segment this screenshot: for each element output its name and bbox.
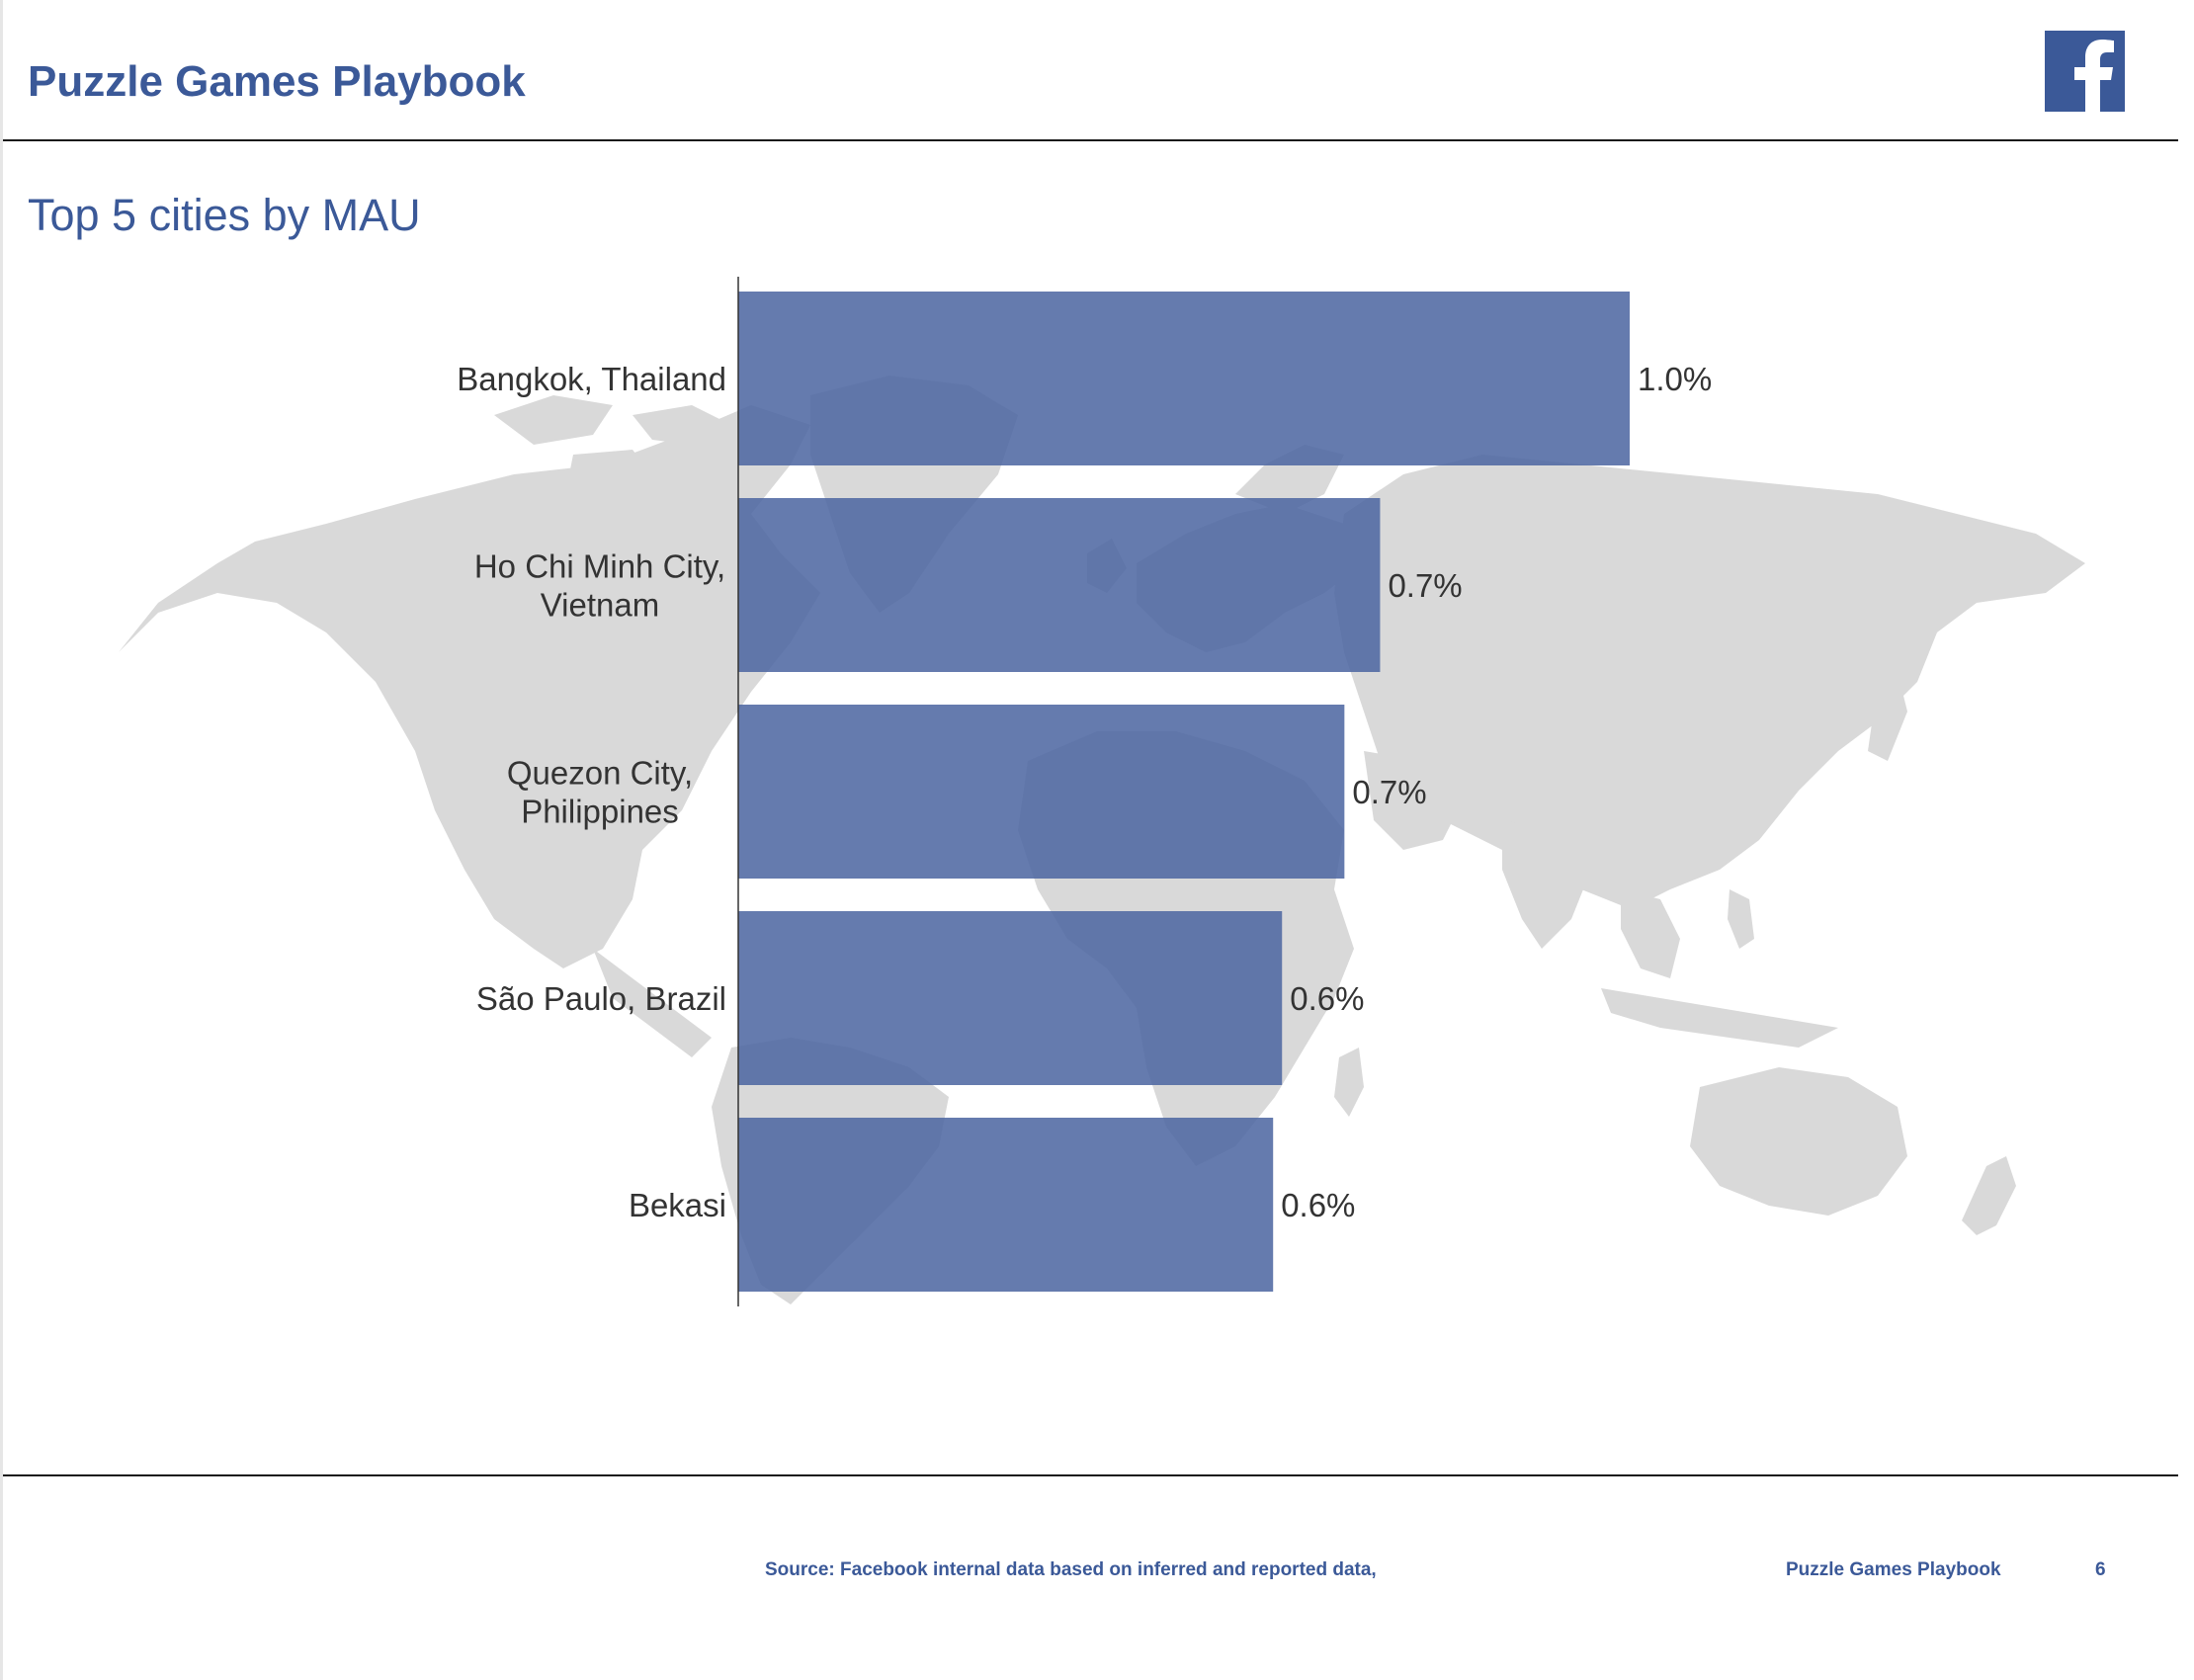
bar-4 xyxy=(738,911,1283,1085)
page-title: Puzzle Games Playbook xyxy=(28,57,526,106)
data-labels: 1.0% 0.7% 0.7% 0.6% 0.6% xyxy=(1281,361,1712,1223)
chart-title: Top 5 cities by MAU xyxy=(28,190,421,240)
bar-1 xyxy=(738,292,1630,465)
page-number: 6 xyxy=(2095,1559,2106,1580)
bar-2 xyxy=(738,498,1381,672)
category-label-1: Bangkok, Thailand xyxy=(457,361,726,397)
category-label-3: Quezon City, Philippines xyxy=(507,755,693,830)
bar-5 xyxy=(738,1118,1274,1292)
facebook-logo-icon xyxy=(2045,31,2125,112)
data-label-5: 0.6% xyxy=(1281,1187,1355,1223)
data-label-1: 1.0% xyxy=(1638,361,1712,397)
category-label-2: Ho Chi Minh City, Vietnam xyxy=(474,548,725,624)
bar-3 xyxy=(738,705,1345,879)
source-note: Source: Facebook internal data based on … xyxy=(765,1559,1377,1580)
data-label-3: 0.7% xyxy=(1352,774,1426,810)
data-label-4: 0.6% xyxy=(1290,980,1364,1017)
footer-divider xyxy=(3,1474,2178,1476)
header-divider xyxy=(3,139,2178,141)
category-labels: Bangkok, Thailand Ho Chi Minh City, Vietna… xyxy=(457,361,726,1223)
slide-edge xyxy=(0,0,3,1680)
category-label-5: Bekasi xyxy=(629,1187,726,1223)
data-label-2: 0.7% xyxy=(1388,567,1462,604)
category-label-4: São Paulo, Brazil xyxy=(476,980,726,1017)
bars xyxy=(738,292,1630,1292)
footer-doc-title: Puzzle Games Playbook xyxy=(1786,1559,2001,1580)
